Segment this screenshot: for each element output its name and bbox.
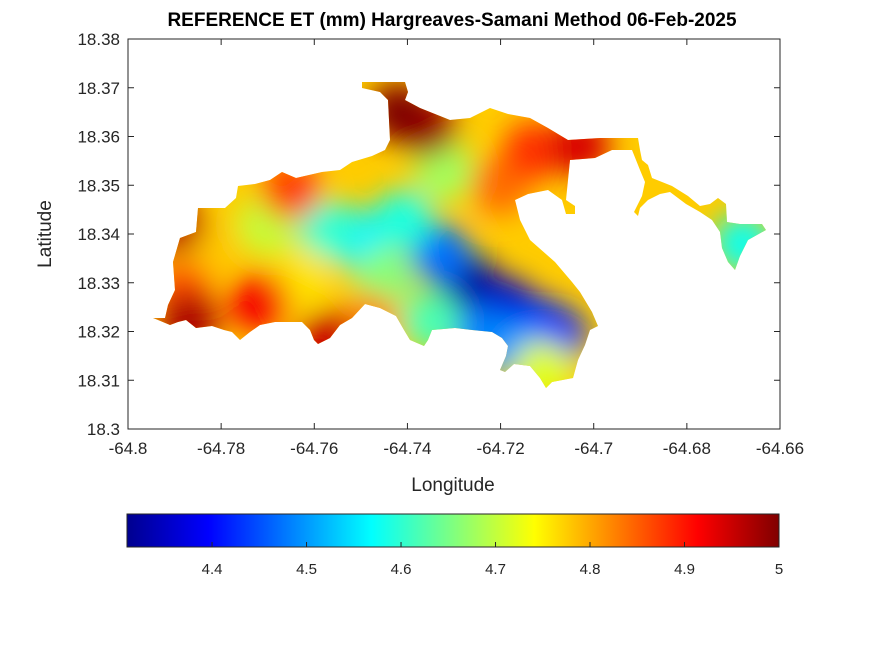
x-tick-label: -64.72 (476, 439, 524, 458)
x-tick-label: -64.68 (663, 439, 711, 458)
heatmap-region (503, 121, 564, 182)
y-axis: 18.3 18.31 18.32 18.33 18.34 18.35 18.36 18.37 1… (77, 30, 780, 439)
colorbar-tick-label: 4.8 (580, 561, 601, 578)
y-tick-label: 18.36 (77, 128, 120, 147)
y-tick-label: 18.32 (77, 323, 120, 342)
y-tick-label: 18.34 (77, 225, 120, 244)
y-axis-label: Latitude (35, 200, 56, 268)
colorbar-tick-label: 4.9 (674, 561, 695, 578)
x-axis-label: Longitude (411, 475, 494, 496)
x-tick-label: -64.66 (756, 439, 804, 458)
colorbar-tick-label: 4.7 (485, 561, 506, 578)
x-axis: -64.8 -64.78 -64.76 -64.74 -64.72 -64.7 -64.68… (109, 39, 804, 458)
heatmap-region (298, 199, 359, 260)
x-tick-label: -64.8 (109, 439, 148, 458)
y-tick-label: 18.37 (77, 79, 120, 98)
x-tick-label: -64.78 (197, 439, 245, 458)
colorbar-tick-label: 4.6 (391, 561, 412, 578)
colorbar-tick-label: 4.5 (296, 561, 317, 578)
y-tick-label: 18.31 (77, 371, 120, 390)
x-tick-label: -64.76 (290, 439, 338, 458)
heatmap-region (372, 189, 433, 250)
y-tick-label: 18.35 (77, 176, 120, 195)
heatmap-region (228, 272, 289, 333)
colorbar-gradient (126, 513, 780, 548)
chart-title: REFERENCE ET (mm) Hargreaves-Samani Meth… (167, 10, 737, 31)
y-tick-label: 18.3 (87, 420, 120, 439)
colorbar-tick-label: 5 (775, 561, 783, 578)
x-tick-label: -64.7 (574, 439, 613, 458)
colorbar-tick-label: 4.4 (202, 561, 223, 578)
x-tick-label: -64.74 (383, 439, 431, 458)
y-tick-label: 18.38 (77, 30, 120, 49)
colorbar: 4.4 4.5 4.6 4.7 4.8 4.9 5 (126, 513, 783, 578)
y-tick-label: 18.33 (77, 274, 120, 293)
